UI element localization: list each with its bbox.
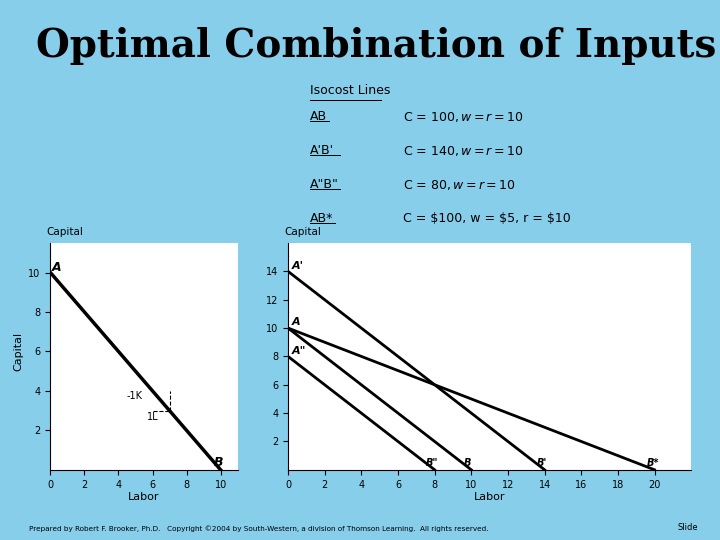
Text: Slide: Slide	[678, 523, 698, 532]
Text: A'B': A'B'	[310, 144, 334, 157]
Text: A: A	[52, 261, 62, 274]
Text: B: B	[214, 456, 223, 469]
Text: -1K: -1K	[127, 391, 143, 401]
Text: A': A'	[292, 260, 304, 271]
Text: Capital: Capital	[284, 227, 321, 237]
X-axis label: Labor: Labor	[128, 492, 160, 502]
Text: C = $140, w = r = $10: C = $140, w = r = $10	[403, 144, 523, 158]
Text: B*: B*	[647, 457, 660, 468]
Text: A": A"	[292, 346, 306, 355]
Text: C = $100, w = r = $10: C = $100, w = r = $10	[403, 110, 523, 124]
Text: B': B'	[537, 457, 548, 468]
X-axis label: Labor: Labor	[474, 492, 505, 502]
Text: Capital: Capital	[47, 227, 84, 237]
Text: Optimal Combination of Inputs: Optimal Combination of Inputs	[36, 27, 716, 65]
Text: A"B": A"B"	[310, 178, 338, 191]
Text: C = $100, w = $5, r = $10: C = $100, w = $5, r = $10	[403, 212, 571, 225]
Text: C = $80, w = r = $10: C = $80, w = r = $10	[403, 178, 516, 192]
Text: B": B"	[426, 457, 438, 468]
Text: 1L: 1L	[148, 413, 159, 422]
Text: Capital: Capital	[13, 332, 23, 371]
Text: A: A	[292, 317, 300, 327]
Text: B: B	[464, 457, 472, 468]
Text: Isocost Lines: Isocost Lines	[310, 84, 390, 97]
Text: Prepared by Robert F. Brooker, Ph.D.   Copyright ©2004 by South-Western, a divis: Prepared by Robert F. Brooker, Ph.D. Cop…	[29, 525, 488, 532]
Text: AB*: AB*	[310, 212, 333, 225]
Text: AB: AB	[310, 110, 327, 123]
